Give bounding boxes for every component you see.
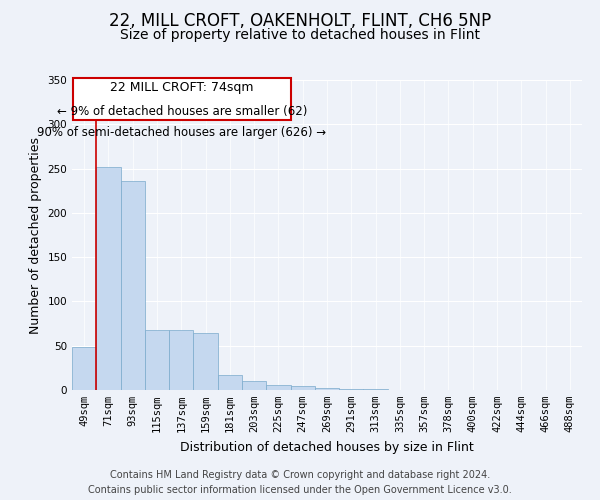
Bar	[339, 389, 364, 390]
Bar	[193, 334, 218, 390]
Bar	[290, 386, 315, 390]
Bar	[169, 330, 193, 390]
Bar	[266, 384, 290, 390]
Bar	[218, 375, 242, 390]
Bar	[121, 181, 145, 390]
Y-axis label: Number of detached properties: Number of detached properties	[29, 136, 42, 334]
Bar	[145, 330, 169, 390]
Text: Contains HM Land Registry data © Crown copyright and database right 2024.
Contai: Contains HM Land Registry data © Crown c…	[88, 470, 512, 495]
Text: ← 9% of detached houses are smaller (62): ← 9% of detached houses are smaller (62)	[57, 104, 307, 118]
X-axis label: Distribution of detached houses by size in Flint: Distribution of detached houses by size …	[180, 440, 474, 454]
Text: Size of property relative to detached houses in Flint: Size of property relative to detached ho…	[120, 28, 480, 42]
Bar	[364, 389, 388, 390]
Bar	[315, 388, 339, 390]
Text: 90% of semi-detached houses are larger (626) →: 90% of semi-detached houses are larger (…	[37, 126, 326, 140]
FancyBboxPatch shape	[73, 78, 290, 120]
Bar	[72, 346, 96, 390]
Text: 22, MILL CROFT, OAKENHOLT, FLINT, CH6 5NP: 22, MILL CROFT, OAKENHOLT, FLINT, CH6 5N…	[109, 12, 491, 30]
Bar	[242, 381, 266, 390]
Text: 22 MILL CROFT: 74sqm: 22 MILL CROFT: 74sqm	[110, 82, 254, 94]
Bar	[96, 167, 121, 390]
